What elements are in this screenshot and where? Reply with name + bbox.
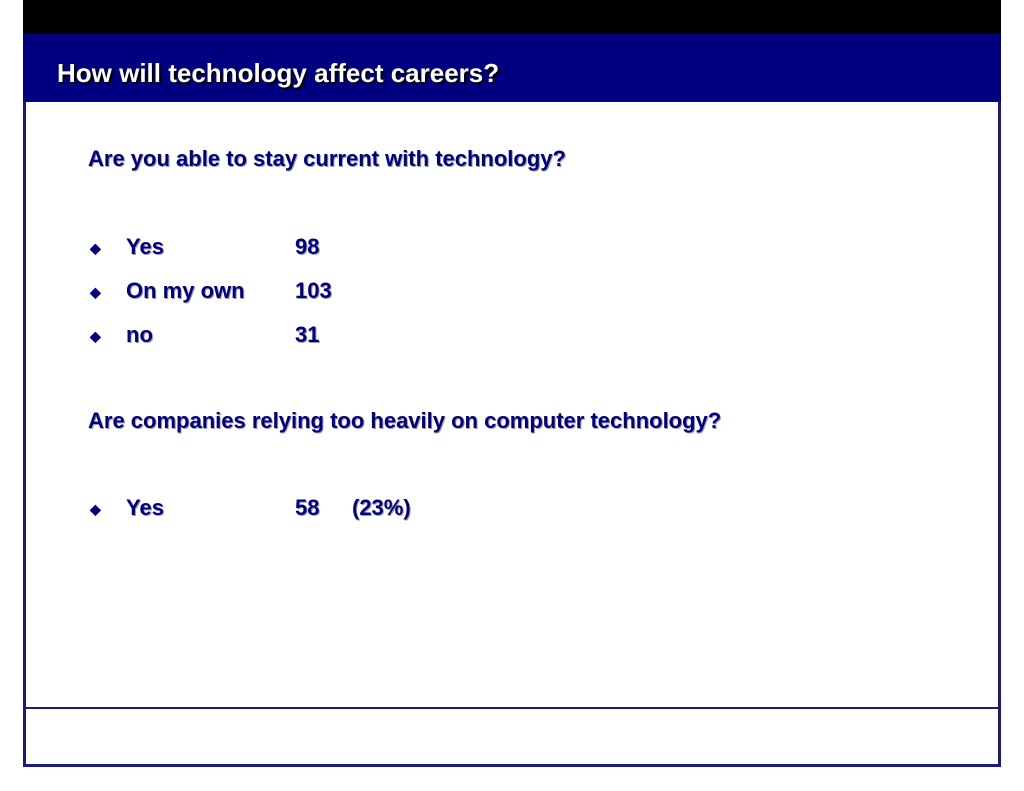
top-band [23, 0, 1001, 34]
answer-count: 98 [295, 234, 320, 259]
answer-label: no [126, 322, 153, 347]
list-item: ◆ no 31 [88, 322, 688, 366]
answer-label: On my own [126, 278, 245, 303]
slide-title: How will technology affect careers? [57, 58, 500, 88]
diamond-icon: ◆ [90, 501, 101, 517]
list-item: ◆ Yes 58 (23%) [88, 495, 688, 539]
list-item: ◆ Yes 98 [88, 234, 688, 278]
answer-label: Yes [126, 234, 164, 259]
answer-list-stay-current: ◆ Yes 98 ◆ On my own 103 ◆ no 31 [88, 234, 688, 366]
answer-list-relying-on-tech: ◆ Yes 58 (23%) [88, 495, 688, 539]
question-stay-current: Are you able to stay current with techno… [88, 146, 566, 171]
answer-count: 31 [295, 322, 320, 347]
answer-count: 103 [295, 278, 332, 303]
footer-divider [26, 707, 998, 709]
slide-frame [23, 34, 1001, 767]
diamond-icon: ◆ [90, 284, 101, 300]
title-bar: How will technology affect careers? [23, 34, 1001, 102]
answer-label: Yes [126, 495, 164, 520]
answer-count: 58 [295, 495, 320, 520]
diamond-icon: ◆ [90, 240, 101, 256]
diamond-icon: ◆ [90, 328, 101, 344]
list-item: ◆ On my own 103 [88, 278, 688, 322]
answer-percent: (23%) [352, 495, 411, 520]
question-relying-on-tech: Are companies relying too heavily on com… [88, 408, 722, 433]
